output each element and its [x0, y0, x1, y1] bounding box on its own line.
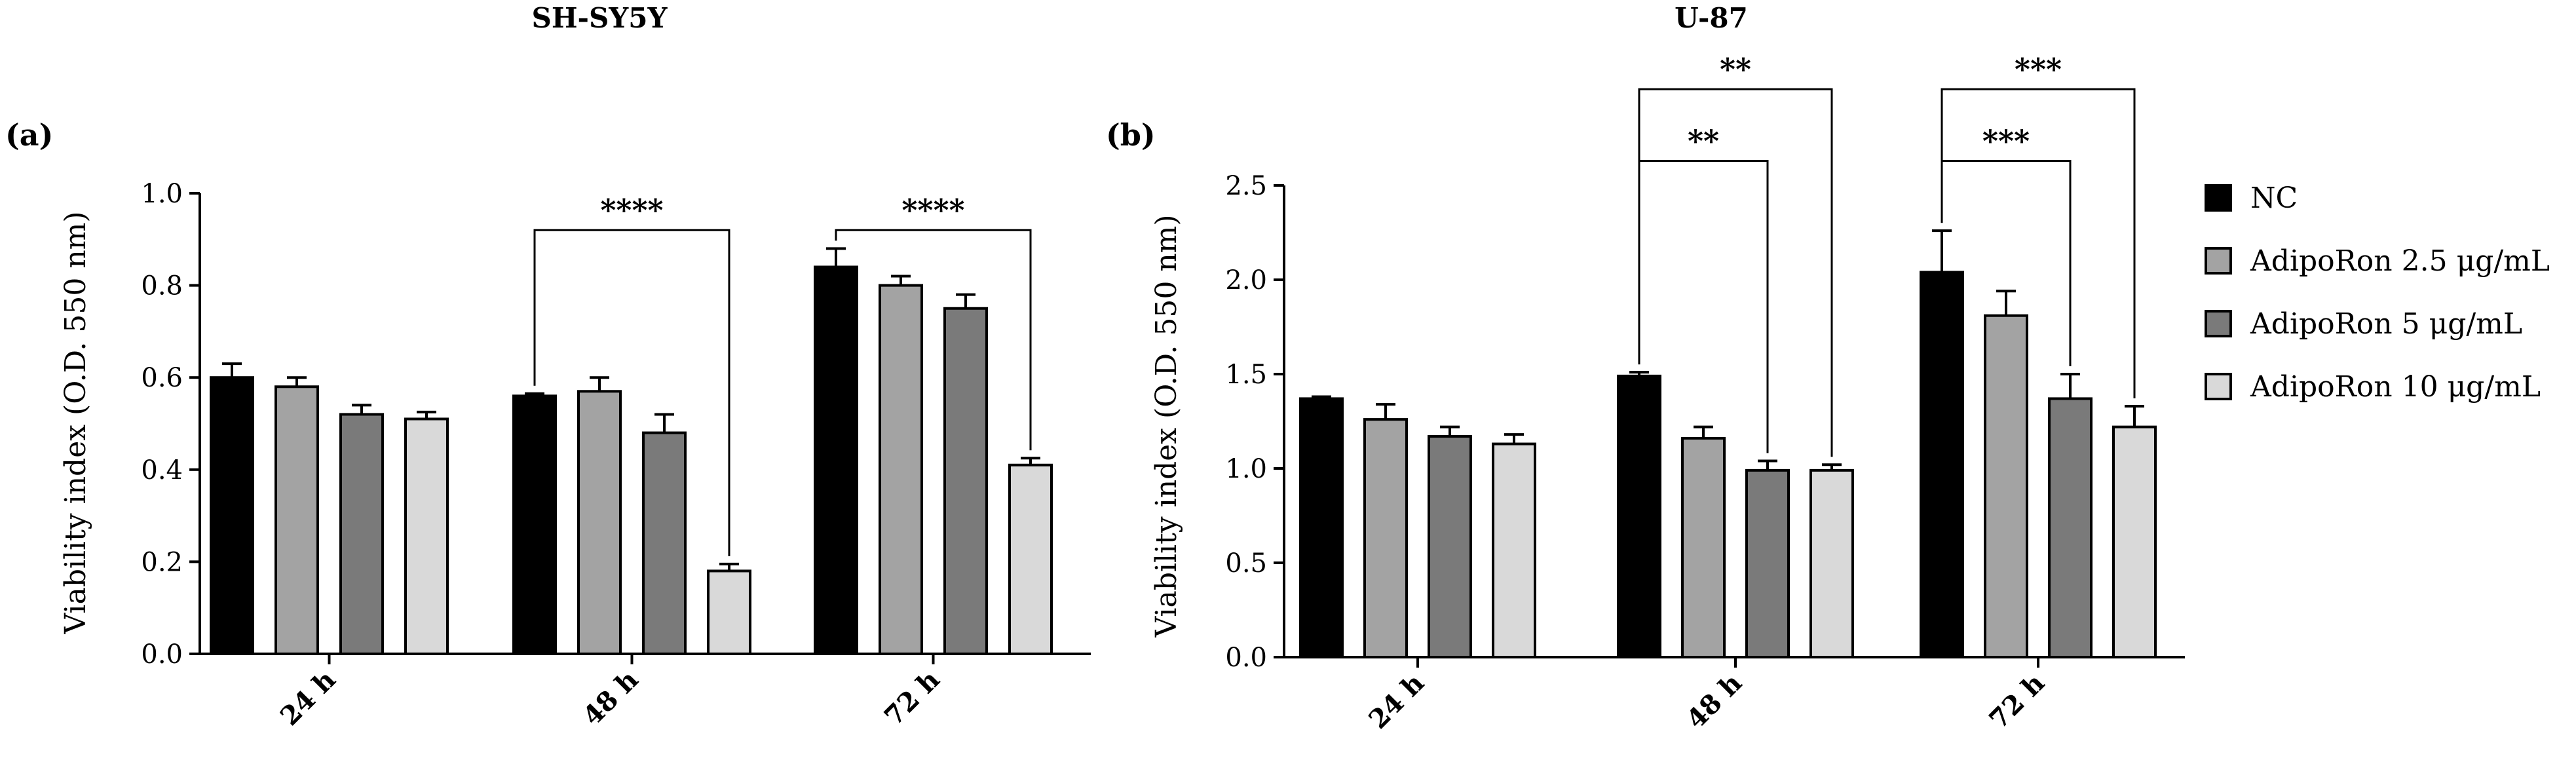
- y-tick-label: 2.0: [1225, 265, 1267, 295]
- bar: [1363, 418, 1408, 658]
- bar: [1745, 468, 1790, 658]
- significance-bracket: [1638, 88, 1833, 457]
- bar: [577, 390, 622, 655]
- legend-swatch: [2205, 184, 2232, 212]
- legend-swatch: [2205, 310, 2232, 337]
- y-tick-label: 0.6: [141, 363, 183, 393]
- legend-swatch: [2205, 247, 2232, 275]
- bar: [404, 417, 449, 655]
- panel-a-y-axis-label: Viability index (O.D. 550 nm): [59, 211, 92, 634]
- significance-label: ***: [2015, 52, 2062, 87]
- bar: [943, 307, 988, 655]
- y-tick-label: 0.0: [1225, 643, 1267, 673]
- x-tick-label: 72 h: [1983, 668, 2051, 735]
- bar: [1681, 436, 1726, 658]
- y-tick-label: 0.4: [141, 455, 183, 485]
- legend: NC AdipoRon 2.5 μg/mL AdipoRon 5 μg/mL Adip…: [2205, 181, 2550, 404]
- bar: [2048, 397, 2093, 658]
- bar: [2112, 425, 2157, 658]
- y-tick-label: 0.0: [141, 639, 183, 670]
- legend-label: AdipoRon 10 μg/mL: [2250, 370, 2541, 404]
- significance-bracket: [1941, 88, 2136, 398]
- bar: [642, 431, 687, 655]
- x-tick-label: 24 h: [1363, 668, 1430, 735]
- bar: [1809, 468, 1854, 658]
- bar: [512, 394, 557, 655]
- significance-label: ***: [1982, 124, 2030, 159]
- bar: [1920, 271, 1964, 659]
- significance-bracket: [533, 229, 730, 556]
- x-tick-label: 72 h: [879, 664, 946, 732]
- panel-a-chart: 0.0 0.2 0.4 0.6 0.8 1.0 24 h 48 h 72 h **** ****: [141, 179, 1091, 732]
- legend-label: AdipoRon 2.5 μg/mL: [2250, 244, 2550, 278]
- y-tick-label: 0.2: [141, 547, 183, 577]
- legend-swatch: [2205, 373, 2232, 400]
- bar: [707, 569, 751, 656]
- bar: [275, 385, 319, 655]
- x-tick-label: 48 h: [577, 664, 645, 732]
- bar: [1299, 397, 1344, 658]
- bar: [1492, 442, 1536, 658]
- panel-b-y-axis-label: Viability index (O.D. 550 nm): [1150, 214, 1183, 637]
- y-tick-label: 1.5: [1225, 360, 1267, 390]
- y-tick-label: 1.0: [141, 179, 183, 209]
- significance-bracket: [835, 229, 1032, 451]
- significance-label: **: [1688, 124, 1719, 159]
- bar: [879, 284, 923, 656]
- panel-a-label: (a): [5, 117, 53, 153]
- y-tick-label: 1.0: [1225, 454, 1267, 484]
- panel-b-label: (b): [1106, 117, 1156, 153]
- bar: [1617, 374, 1661, 658]
- y-tick-label: 2.5: [1225, 171, 1267, 201]
- bar: [339, 413, 384, 655]
- legend-label: NC: [2250, 181, 2298, 215]
- y-tick-label: 0.8: [141, 271, 183, 301]
- x-tick-label: 48 h: [1680, 668, 1748, 735]
- bar: [814, 265, 858, 656]
- panel-a-title: SH-SY5Y: [532, 2, 668, 34]
- y-tick-label: 0.5: [1225, 548, 1267, 579]
- bar: [210, 376, 254, 655]
- significance-label: **: [1720, 52, 1751, 87]
- panel-b-title: U-87: [1675, 2, 1748, 34]
- legend-label: AdipoRon 5 μg/mL: [2250, 307, 2522, 341]
- bar: [1428, 435, 1472, 658]
- panel-b-chart: 0.00.51.01.52.02.524 h 48 h 72 h**********: [1225, 52, 2185, 735]
- significance-label: ****: [901, 193, 964, 228]
- bar: [1984, 314, 2028, 659]
- x-tick-label: 24 h: [275, 664, 342, 732]
- bar: [1008, 463, 1053, 656]
- significance-label: ****: [600, 193, 663, 228]
